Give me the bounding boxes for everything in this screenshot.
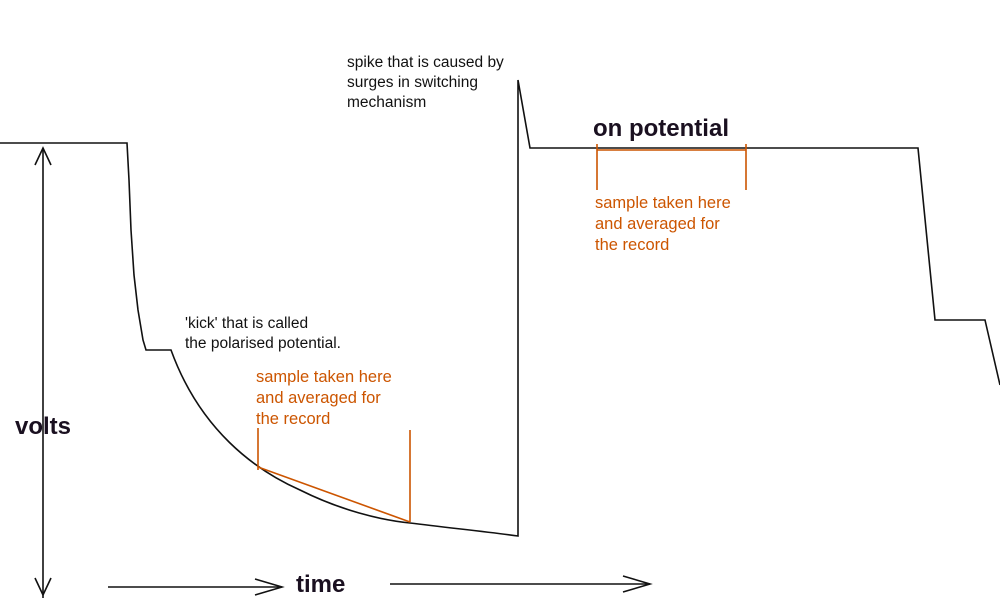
spike-annotation: spike that is caused by surges in switch… <box>347 54 504 111</box>
on-sample-bracket <box>596 144 747 190</box>
time-axis-arrow-right <box>390 575 653 593</box>
time-axis-arrow-left <box>108 578 285 596</box>
time-label: time <box>296 571 346 598</box>
off-sample-bracket <box>257 428 411 523</box>
kick-annotation: 'kick' that is called the polarised pote… <box>185 315 341 352</box>
waveform-line <box>0 79 1000 537</box>
off-sample-annotation: sample taken here and averaged for the r… <box>256 368 392 428</box>
on-potential-label: on potential <box>593 115 729 142</box>
volts-axis <box>34 146 52 598</box>
volts-label: volts <box>15 413 72 440</box>
on-sample-annotation: sample taken here and averaged for the r… <box>595 194 731 254</box>
